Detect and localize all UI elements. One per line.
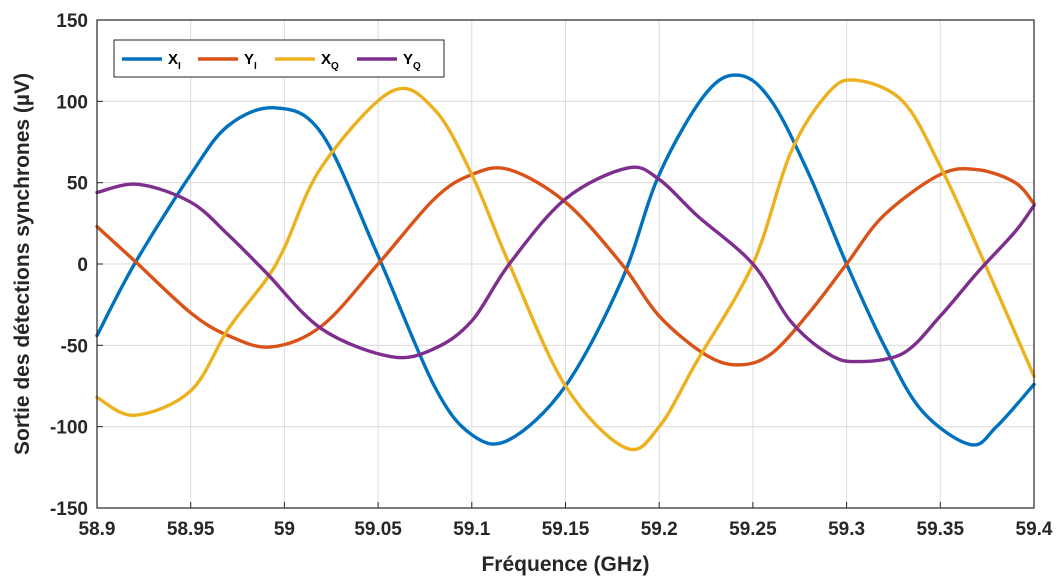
legend-label-sub: I <box>254 61 257 72</box>
legend-label-sub: I <box>178 61 181 72</box>
x-tick-label: 59.4 <box>1016 519 1053 540</box>
y-tick-label: 100 <box>56 92 88 113</box>
y-tick-label: 50 <box>67 174 88 195</box>
tick-labels: 58.9 58.95 59 59.05 59.1 59.15 59.2 59.25 59.3 59… <box>50 11 1053 540</box>
series-line-xi <box>95 73 1036 447</box>
x-tick-label: 59.1 <box>453 519 490 540</box>
legend-label-yi: YI <box>244 51 257 72</box>
y-tick-label: 0 <box>77 255 88 276</box>
x-tick-label: 58.9 <box>79 519 116 540</box>
x-tick-label: 59.3 <box>828 519 865 540</box>
legend-label-yq: YQ <box>403 51 421 72</box>
legend-label-xi: XI <box>168 51 181 72</box>
legend: XI YI XQ YQ <box>113 39 445 78</box>
x-tick-label: 58.95 <box>167 519 215 540</box>
series-line-yq <box>95 165 1036 364</box>
ticks <box>96 19 1035 509</box>
y-tick-label: 150 <box>56 11 88 32</box>
y-tick-label: -100 <box>50 418 88 439</box>
legend-label-sub: Q <box>331 61 339 72</box>
series-line-yi <box>95 166 1036 367</box>
legend-label-sub: Q <box>413 61 421 72</box>
legend-label-base: Y <box>244 51 254 68</box>
legend-label-base: X <box>321 51 331 68</box>
legend-label-xq: XQ <box>321 51 339 72</box>
legend-label-base: X <box>168 51 178 68</box>
y-tick-label: -50 <box>61 336 88 357</box>
x-tick-label: 59 <box>274 519 295 540</box>
series-layer <box>95 73 1036 452</box>
x-tick-label: 59.25 <box>729 519 777 540</box>
x-tick-label: 59.05 <box>354 519 402 540</box>
x-tick-label: 59.15 <box>542 519 590 540</box>
legend-label-base: Y <box>403 51 413 68</box>
x-axis-title: Fréquence (GHz) <box>481 553 649 576</box>
x-tick-label: 59.2 <box>641 519 678 540</box>
x-tick-label: 59.35 <box>917 519 965 540</box>
series-line-xq <box>95 78 1036 452</box>
y-axis-title: Sortie des détections synchrones (µV) <box>11 73 34 455</box>
y-tick-label: -150 <box>50 499 88 520</box>
